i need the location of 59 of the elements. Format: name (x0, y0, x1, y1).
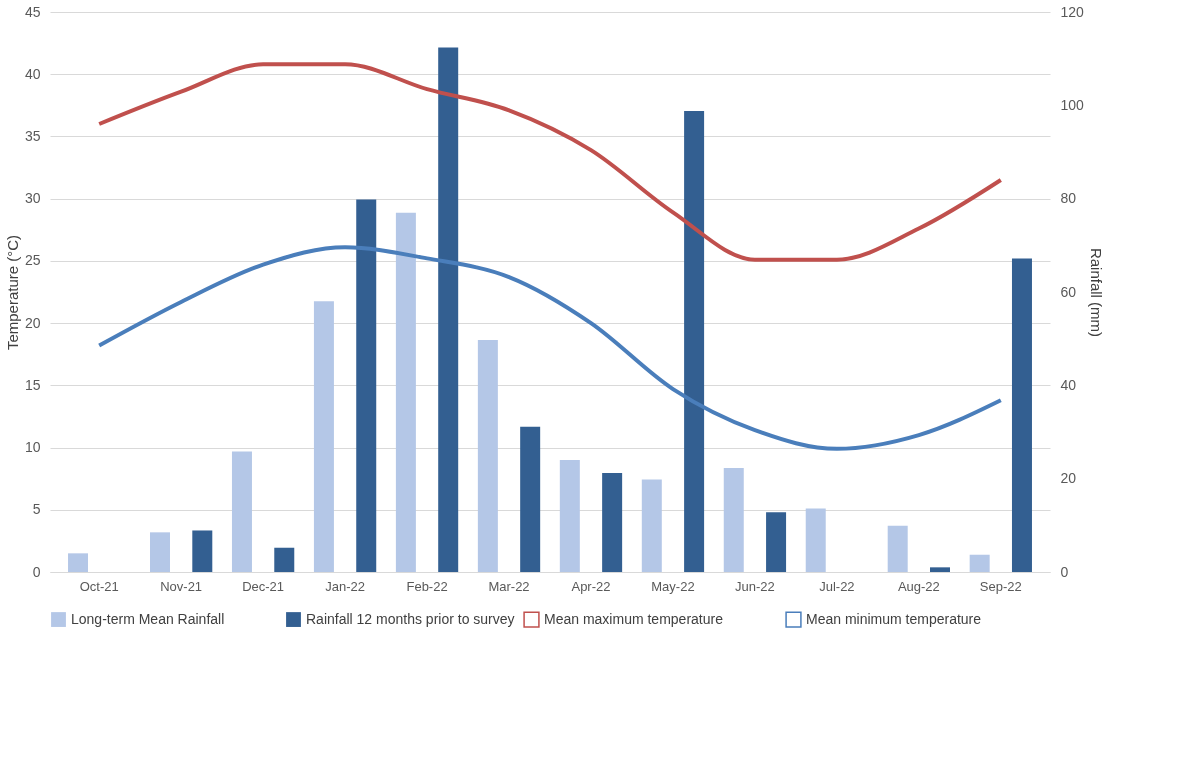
line-series (97, 245, 1003, 451)
legend-label: Mean minimum temperature (806, 610, 982, 627)
bar (520, 426, 541, 572)
x-tick-label: Feb-22 (406, 578, 448, 594)
x-tick-label: Oct-21 (79, 578, 119, 594)
y-tick-label: 10 (24, 439, 41, 456)
bar (438, 47, 459, 572)
bar (395, 212, 416, 572)
bar (887, 525, 908, 572)
x-tick-label: Jul-22 (819, 578, 855, 594)
bar (723, 467, 744, 572)
legend-label: Rainfall 12 months prior to survey (306, 610, 515, 627)
y-tick-label: 25 (24, 252, 41, 269)
bar (684, 110, 705, 572)
x-tick-label: Aug-22 (897, 578, 940, 594)
x-tick-label: Apr-22 (571, 578, 611, 594)
bar (356, 199, 377, 572)
legend-label: Mean maximum temperature (544, 610, 724, 627)
y2-tick-label: 60 (1060, 283, 1077, 300)
bar (149, 532, 170, 572)
y-tick-label: 5 (32, 501, 41, 518)
y-axis-title: Temperature (°C) (3, 234, 21, 351)
x-tick-label: Jan-22 (325, 578, 365, 594)
x-tick-label: Jun-22 (735, 578, 775, 594)
y2-axis-title: Rainfall (mm) (1087, 247, 1105, 338)
x-tick-label: Mar-22 (488, 578, 530, 594)
bar (274, 547, 295, 572)
y2-tick-label: 0 (1060, 563, 1069, 580)
x-tick-label: Sep-22 (979, 578, 1022, 594)
y2-tick-label: 20 (1060, 470, 1077, 487)
bar (559, 460, 580, 572)
x-tick-label: Dec-21 (242, 578, 285, 594)
y-tick-label: 30 (24, 190, 41, 207)
bar (602, 473, 623, 572)
bar (68, 553, 89, 572)
y2-tick-label: 120 (1060, 3, 1085, 20)
y2-tick-label: 80 (1060, 190, 1077, 207)
y-tick-label: 40 (24, 65, 41, 82)
line-series (97, 62, 1003, 262)
y2-tick-label: 100 (1060, 96, 1085, 113)
bar (805, 508, 826, 572)
y-tick-label: 45 (24, 3, 41, 20)
x-tick-label: Nov-21 (160, 578, 203, 594)
x-tick-label: May-22 (651, 578, 695, 594)
bar (969, 554, 990, 572)
bar (1011, 258, 1032, 572)
y-tick-label: 15 (24, 376, 41, 393)
y-tick-label: 35 (24, 127, 41, 144)
bar (930, 567, 951, 572)
bar (313, 301, 334, 572)
y-tick-label: 20 (24, 314, 41, 331)
y2-tick-label: 40 (1060, 376, 1077, 393)
bar (641, 479, 662, 572)
bar (231, 451, 252, 572)
legend-label: Long-term Mean Rainfall (71, 610, 225, 627)
bar (192, 530, 213, 572)
bar (766, 512, 787, 572)
bar (477, 340, 498, 572)
y-tick-label: 0 (32, 563, 41, 580)
